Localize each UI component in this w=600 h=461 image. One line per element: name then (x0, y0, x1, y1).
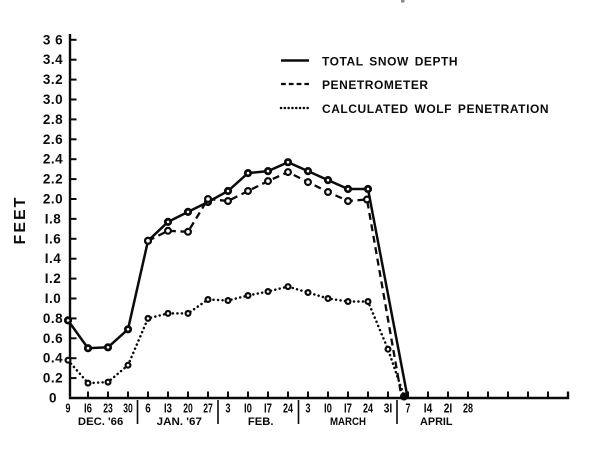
svg-text:I.8: I.8 (45, 211, 62, 226)
svg-text:3: 3 (306, 401, 311, 416)
svg-text:PENETROMETER: PENETROMETER (322, 78, 429, 92)
svg-text:I6: I6 (84, 401, 92, 416)
svg-text:6: 6 (145, 401, 151, 416)
svg-text:24: 24 (283, 401, 294, 416)
svg-text:I0: I0 (244, 401, 252, 416)
svg-text:I7: I7 (344, 401, 352, 416)
svg-text:DEC. '66: DEC. '66 (78, 416, 123, 428)
svg-text:I.0: I.0 (45, 291, 62, 306)
svg-text:0.8: 0.8 (43, 311, 63, 326)
svg-text:FEB.: FEB. (248, 416, 274, 428)
svg-text:3I: 3I (384, 401, 393, 416)
svg-text:I7: I7 (264, 401, 272, 416)
svg-text:2.2: 2.2 (43, 172, 63, 187)
svg-text:I.4: I.4 (45, 251, 62, 266)
svg-text:9: 9 (66, 401, 71, 416)
svg-text:2.8: 2.8 (43, 112, 63, 127)
svg-text:3 6: 3 6 (43, 32, 63, 47)
svg-text:2.6: 2.6 (43, 132, 63, 147)
svg-text:I0: I0 (324, 401, 332, 416)
svg-text:2.0: 2.0 (43, 192, 63, 207)
svg-text:0.4: 0.4 (43, 351, 63, 366)
svg-text:I.6: I.6 (45, 231, 62, 246)
svg-text:24: 24 (363, 401, 374, 416)
svg-text:MARCH: MARCH (330, 416, 366, 428)
svg-text:I3: I3 (164, 401, 172, 416)
svg-text:28: 28 (463, 401, 473, 416)
svg-text:JAN. '67: JAN. '67 (157, 416, 202, 428)
svg-text:I.2: I.2 (45, 271, 62, 286)
svg-text:3.4: 3.4 (43, 52, 63, 67)
svg-text:0: 0 (49, 391, 57, 406)
svg-text:30: 30 (123, 401, 133, 416)
svg-text:3.0: 3.0 (43, 92, 63, 107)
svg-text:0.2: 0.2 (43, 371, 63, 386)
svg-text:2.4: 2.4 (43, 152, 63, 167)
svg-text:20: 20 (183, 401, 193, 416)
svg-text:CALCULATED WOLF PENETRATION: CALCULATED WOLF PENETRATION (322, 102, 549, 116)
svg-text:7: 7 (406, 401, 411, 416)
svg-text:2I: 2I (444, 401, 453, 416)
svg-text:I4: I4 (424, 401, 433, 416)
svg-text:FEET: FEET (12, 196, 29, 245)
svg-text:APRIL: APRIL (420, 416, 453, 428)
svg-text:23: 23 (103, 401, 113, 416)
svg-text:3.2: 3.2 (43, 72, 63, 87)
svg-text:0.6: 0.6 (43, 331, 63, 346)
svg-text:3: 3 (226, 401, 231, 416)
svg-text:27: 27 (203, 401, 213, 416)
svg-text:TOTAL SNOW DEPTH: TOTAL SNOW DEPTH (322, 55, 458, 69)
